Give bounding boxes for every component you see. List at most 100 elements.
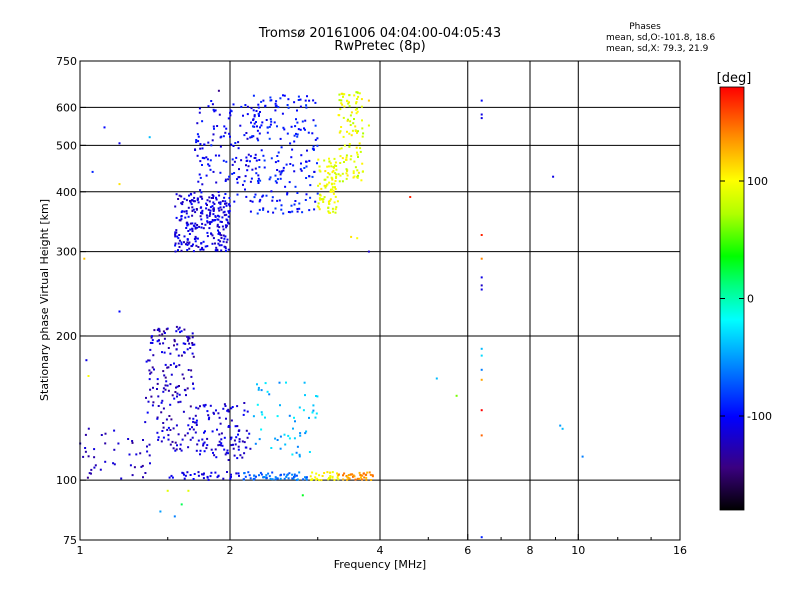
echo-point bbox=[348, 101, 350, 104]
echo-point bbox=[215, 246, 218, 249]
echo-point bbox=[282, 169, 285, 172]
echo-point bbox=[233, 160, 236, 163]
echo-point bbox=[338, 180, 341, 183]
echo-point bbox=[200, 191, 203, 194]
echo-point bbox=[178, 326, 181, 329]
echo-point bbox=[289, 211, 292, 214]
echo-point bbox=[332, 190, 335, 193]
echo-point bbox=[201, 147, 204, 150]
echo-point bbox=[180, 354, 183, 357]
echo-point bbox=[187, 215, 190, 218]
echo-point bbox=[249, 210, 252, 213]
echo-point bbox=[296, 109, 298, 112]
y-tick-label: 750 bbox=[56, 55, 77, 68]
echo-point bbox=[346, 476, 349, 479]
echo-point bbox=[213, 127, 215, 130]
echo-point bbox=[264, 104, 267, 107]
echo-point bbox=[276, 477, 279, 480]
echo-point bbox=[201, 473, 203, 476]
echo-point bbox=[353, 118, 355, 120]
echo-point bbox=[144, 472, 147, 474]
echo-point bbox=[212, 213, 215, 216]
echo-point bbox=[317, 202, 320, 205]
echo-point bbox=[356, 131, 358, 134]
echo-point bbox=[204, 245, 207, 248]
echo-point bbox=[250, 177, 253, 180]
echo-point bbox=[302, 409, 305, 412]
echo-point bbox=[220, 444, 222, 447]
echo-point bbox=[210, 448, 213, 451]
echo-point bbox=[203, 441, 206, 444]
echo-point bbox=[333, 164, 336, 167]
echo-point bbox=[325, 184, 328, 187]
echo-point bbox=[186, 339, 189, 342]
echo-point bbox=[312, 409, 315, 412]
echo-point bbox=[245, 160, 248, 162]
echo-point bbox=[283, 128, 286, 131]
echo-point bbox=[214, 249, 217, 252]
echo-point bbox=[320, 198, 323, 201]
echo-point bbox=[227, 408, 230, 411]
echo-point bbox=[200, 218, 203, 221]
echo-point bbox=[323, 184, 326, 187]
echo-point bbox=[331, 207, 334, 210]
echo-point bbox=[212, 210, 215, 212]
echo-point bbox=[162, 330, 165, 333]
echo-point bbox=[182, 472, 185, 475]
echo-point bbox=[129, 464, 132, 467]
echo-point bbox=[350, 235, 353, 238]
echo-point bbox=[293, 416, 295, 419]
echo-point bbox=[260, 389, 263, 392]
echo-point bbox=[197, 407, 200, 410]
echo-point bbox=[150, 371, 153, 374]
echo-point bbox=[362, 170, 364, 173]
echo-point bbox=[369, 473, 372, 476]
echo-point bbox=[257, 113, 260, 116]
echo-point bbox=[271, 199, 274, 202]
echo-point bbox=[104, 432, 107, 435]
echo-point bbox=[277, 106, 280, 109]
echo-point bbox=[208, 416, 211, 419]
echo-point bbox=[248, 432, 251, 435]
echo-point bbox=[305, 478, 308, 480]
echo-point bbox=[246, 137, 249, 140]
echo-point bbox=[225, 218, 228, 221]
echo-point bbox=[220, 237, 223, 239]
echo-point bbox=[209, 475, 212, 478]
echo-point bbox=[177, 242, 180, 245]
echo-point bbox=[205, 207, 208, 210]
echo-point bbox=[211, 194, 214, 196]
echo-point bbox=[224, 246, 227, 248]
echo-point bbox=[279, 477, 282, 480]
echo-point bbox=[295, 474, 298, 477]
echo-point bbox=[222, 206, 225, 209]
echo-point bbox=[359, 150, 362, 153]
echo-point bbox=[169, 364, 172, 366]
echo-point bbox=[262, 476, 265, 479]
echo-point bbox=[318, 474, 321, 477]
echo-point bbox=[193, 238, 196, 240]
echo-point bbox=[148, 454, 151, 457]
echo-point bbox=[218, 201, 220, 204]
echo-point bbox=[348, 132, 351, 135]
echo-point bbox=[177, 401, 180, 404]
echo-point bbox=[118, 310, 121, 313]
echo-point bbox=[156, 431, 159, 434]
echo-point bbox=[300, 154, 303, 157]
echo-point bbox=[241, 440, 244, 443]
echo-point bbox=[213, 110, 216, 113]
echo-point bbox=[215, 196, 217, 199]
echo-point bbox=[236, 405, 239, 408]
echo-point bbox=[259, 111, 261, 113]
echo-point bbox=[167, 438, 170, 441]
echo-point bbox=[188, 417, 191, 420]
echo-point bbox=[258, 166, 261, 169]
echo-point bbox=[346, 174, 349, 177]
echo-point bbox=[285, 475, 288, 478]
echo-point bbox=[269, 123, 272, 126]
echo-point bbox=[217, 412, 220, 415]
echo-point bbox=[293, 140, 296, 143]
echo-point bbox=[268, 178, 271, 181]
echo-point bbox=[215, 409, 217, 412]
echo-point bbox=[210, 471, 213, 474]
